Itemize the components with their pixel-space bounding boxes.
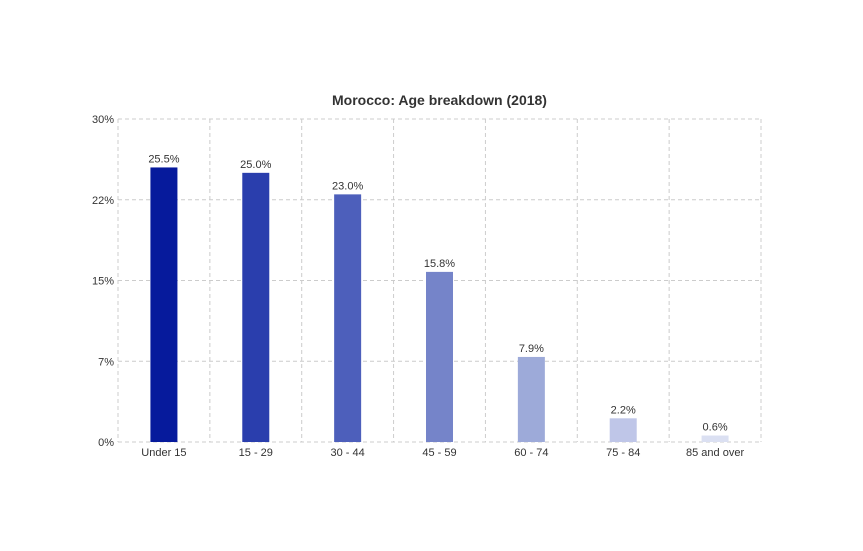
bar [242,172,270,443]
data-label: 7.9% [519,343,544,355]
data-label: 25.0% [240,159,271,171]
x-tick-label: 30 - 44 [331,447,365,459]
data-label: 0.6% [703,422,728,434]
data-label: 25.5% [148,153,179,165]
y-tick-label: 22% [92,195,114,207]
bar [150,167,178,442]
data-label: 23.0% [332,180,363,192]
x-tick-label: 15 - 29 [239,447,273,459]
chart-title: Morocco: Age breakdown (2018) [332,92,547,108]
y-tick-label: 30% [92,114,114,126]
y-tick-label: 7% [98,356,114,368]
y-tick-label: 0% [98,437,114,449]
x-tick-label: 45 - 59 [422,447,456,459]
x-tick-label: 85 and over [686,447,744,459]
data-label: 2.2% [611,404,636,416]
x-tick-label: Under 15 [141,447,186,459]
bar [426,271,453,442]
y-tick-label: 15% [92,276,114,288]
bar [517,356,545,442]
x-tick-label: 60 - 74 [514,447,548,459]
bar [701,435,729,442]
x-tick-label: 75 - 84 [606,447,640,459]
bar [334,194,362,442]
data-label: 15.8% [424,258,455,270]
bar [609,418,637,442]
